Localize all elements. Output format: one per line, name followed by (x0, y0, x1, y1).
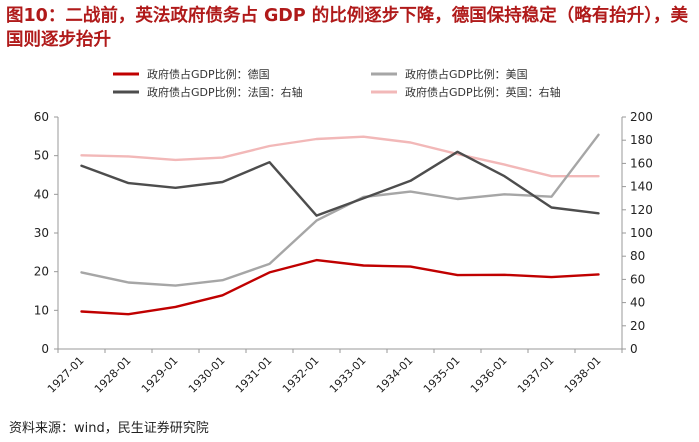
legend-label-uk: 政府债占GDP比例：英国：右轴 (405, 85, 561, 99)
x-tick-label: 1935-01 (421, 354, 463, 396)
x-tick-label: 1931-01 (233, 354, 275, 396)
right-tick-label: 20 (630, 319, 645, 333)
legend-label-germany: 政府债占GDP比例：德国 (147, 67, 270, 81)
x-tick-label: 1927-01 (45, 354, 87, 396)
x-tick-label: 1933-01 (327, 354, 369, 396)
axes: 0 10 20 30 40 50 60 0 20 40 60 80 100 120 140 160 180 200… (34, 110, 653, 396)
series-lines (80, 133, 600, 316)
right-tick-label: 200 (630, 110, 653, 124)
left-tick-label: 30 (34, 226, 49, 240)
right-tick-label: 180 (630, 133, 653, 147)
left-tick-label: 20 (34, 265, 49, 279)
right-tick-label: 140 (630, 180, 653, 194)
series-line-france (80, 150, 600, 217)
x-tick-label: 1930-01 (186, 354, 228, 396)
right-tick-label: 80 (630, 249, 645, 263)
x-tick-label: 1936-01 (468, 354, 510, 396)
source-note: 资料来源：wind，民生证券研究院 (9, 421, 209, 436)
right-tick-label: 60 (630, 272, 645, 286)
x-tick-label: 1932-01 (280, 354, 322, 396)
left-tick-label: 60 (34, 110, 49, 124)
legend-label-usa: 政府债占GDP比例：美国 (405, 67, 528, 81)
right-tick-label: 40 (630, 296, 645, 310)
chart-title: 图10：二战前，英法政府债务占 GDP 的比例逐步下降，德国保持稳定（略有抬升）… (6, 6, 689, 50)
series-line-usa (80, 133, 600, 287)
left-tick-label: 50 (34, 149, 49, 163)
series-line-germany (80, 258, 600, 316)
series-line-uk (80, 135, 600, 178)
right-tick-label: 160 (630, 156, 653, 170)
x-tick-label: 1937-01 (515, 354, 557, 396)
x-tick-label: 1938-01 (562, 354, 604, 396)
right-tick-label: 100 (630, 226, 653, 240)
legend-label-france: 政府债占GDP比例：法国：右轴 (147, 85, 303, 99)
x-tick-label: 1928-01 (92, 354, 134, 396)
right-tick-label: 120 (630, 203, 653, 217)
x-tick-label: 1934-01 (374, 354, 416, 396)
right-tick-label: 0 (630, 342, 638, 356)
x-tick-label: 1929-01 (139, 354, 181, 396)
left-tick-label: 40 (34, 187, 49, 201)
left-tick-label: 0 (41, 342, 49, 356)
left-tick-label: 10 (34, 303, 49, 317)
